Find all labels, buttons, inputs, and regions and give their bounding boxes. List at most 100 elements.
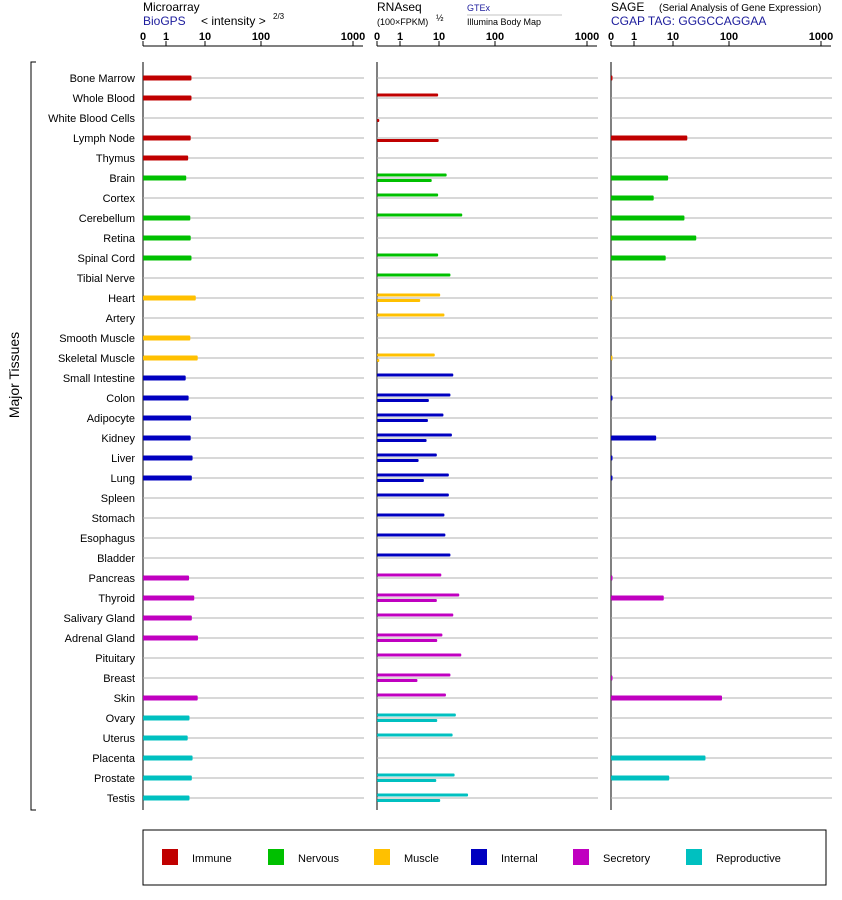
bar xyxy=(377,459,419,462)
bar xyxy=(377,793,469,797)
bar xyxy=(377,399,429,402)
bar xyxy=(143,475,192,481)
tissue-label: Small Intestine xyxy=(63,373,135,385)
tissue-label: Bone Marrow xyxy=(70,73,135,85)
panel-title: RNAseq xyxy=(377,0,422,14)
bar xyxy=(377,493,449,497)
bar xyxy=(143,615,192,621)
bar xyxy=(611,175,669,181)
tissue-label: Testis xyxy=(107,793,136,805)
tick-label: 0 xyxy=(140,31,146,43)
tissue-label: Lymph Node xyxy=(73,133,135,145)
bar xyxy=(377,419,428,422)
tick-label: 0 xyxy=(608,31,614,43)
bar xyxy=(143,255,192,261)
tick-label: 100 xyxy=(252,31,270,43)
panel-sage: SAGE (Serial Analysis of Gene Expression)… xyxy=(608,0,833,810)
bar xyxy=(377,533,446,537)
bar xyxy=(377,413,444,417)
bar xyxy=(611,755,706,761)
tick-label: 10 xyxy=(199,31,211,43)
legend-label: Immune xyxy=(192,853,232,865)
bar xyxy=(143,435,191,441)
legend-swatch xyxy=(374,849,390,865)
tissue-label: Uterus xyxy=(103,733,136,745)
bar xyxy=(143,135,191,141)
bar xyxy=(377,733,453,737)
tick-label: 100 xyxy=(486,31,504,43)
tissue-label: Colon xyxy=(106,393,135,405)
bar xyxy=(143,75,192,81)
tissue-label: Thymus xyxy=(96,153,136,165)
bar xyxy=(377,713,456,717)
tick-label: 1 xyxy=(397,31,403,43)
tissue-label: Ovary xyxy=(106,713,136,725)
panel-subtitle: (100×FPKM) xyxy=(377,17,428,27)
tissue-label: Cerebellum xyxy=(79,213,135,225)
bar xyxy=(143,575,190,581)
source-bottom-label: Illumina Body Map xyxy=(467,17,541,27)
panel-subtitle: BioGPS xyxy=(143,14,186,28)
bar xyxy=(143,795,190,801)
bar xyxy=(611,435,657,441)
legend-swatch xyxy=(686,849,702,865)
bar xyxy=(377,513,445,517)
bar xyxy=(143,155,189,161)
tissue-label: Pancreas xyxy=(89,573,136,585)
tissue-label: Placenta xyxy=(92,753,136,765)
bar xyxy=(377,373,454,377)
bar xyxy=(377,779,437,782)
tissue-label: Spleen xyxy=(101,493,135,505)
bar xyxy=(377,479,424,482)
panel-title: SAGE xyxy=(611,0,644,14)
tissue-label: Brain xyxy=(109,173,135,185)
bar xyxy=(143,335,191,341)
bar xyxy=(377,213,463,217)
bar xyxy=(377,633,443,637)
tissue-label: Kidney xyxy=(101,433,135,445)
bar xyxy=(611,195,654,201)
tick-label: 0 xyxy=(374,31,380,43)
bar xyxy=(611,775,670,781)
bar xyxy=(611,395,613,401)
tick-label: 1000 xyxy=(809,31,833,43)
bar xyxy=(377,473,449,477)
tissue-label: Thyroid xyxy=(98,593,135,605)
bar xyxy=(377,673,451,677)
tissue-label: Adrenal Gland xyxy=(65,633,135,645)
bar xyxy=(377,679,418,682)
bar xyxy=(377,653,462,657)
bar xyxy=(377,593,460,597)
bar xyxy=(377,313,445,317)
bar xyxy=(143,635,198,641)
tick-label: 100 xyxy=(720,31,738,43)
source-top-label: GTEx xyxy=(467,3,491,13)
bar xyxy=(611,235,697,241)
legend-swatch xyxy=(573,849,589,865)
bar xyxy=(377,693,446,697)
tick-label: 1 xyxy=(163,31,169,43)
legend-label: Nervous xyxy=(298,853,339,865)
bar xyxy=(143,95,192,101)
bar xyxy=(377,299,421,302)
tissue-label: Breast xyxy=(103,673,135,685)
bar xyxy=(611,135,688,141)
bar xyxy=(377,353,435,357)
bar xyxy=(377,93,439,97)
bar xyxy=(143,355,198,361)
bar xyxy=(611,355,613,361)
bar xyxy=(377,613,454,617)
legend-label: Internal xyxy=(501,853,538,865)
tissue-label: Esophagus xyxy=(80,533,136,545)
tissue-label: Lung xyxy=(111,473,135,485)
tissue-label: Pituitary xyxy=(95,653,135,665)
bar xyxy=(143,455,193,461)
bar xyxy=(377,719,438,722)
bar xyxy=(143,235,191,241)
bar xyxy=(377,139,439,142)
tissue-label: Prostate xyxy=(94,773,135,785)
bar xyxy=(377,439,427,442)
bar xyxy=(611,455,613,461)
tissue-label: Liver xyxy=(111,453,135,465)
